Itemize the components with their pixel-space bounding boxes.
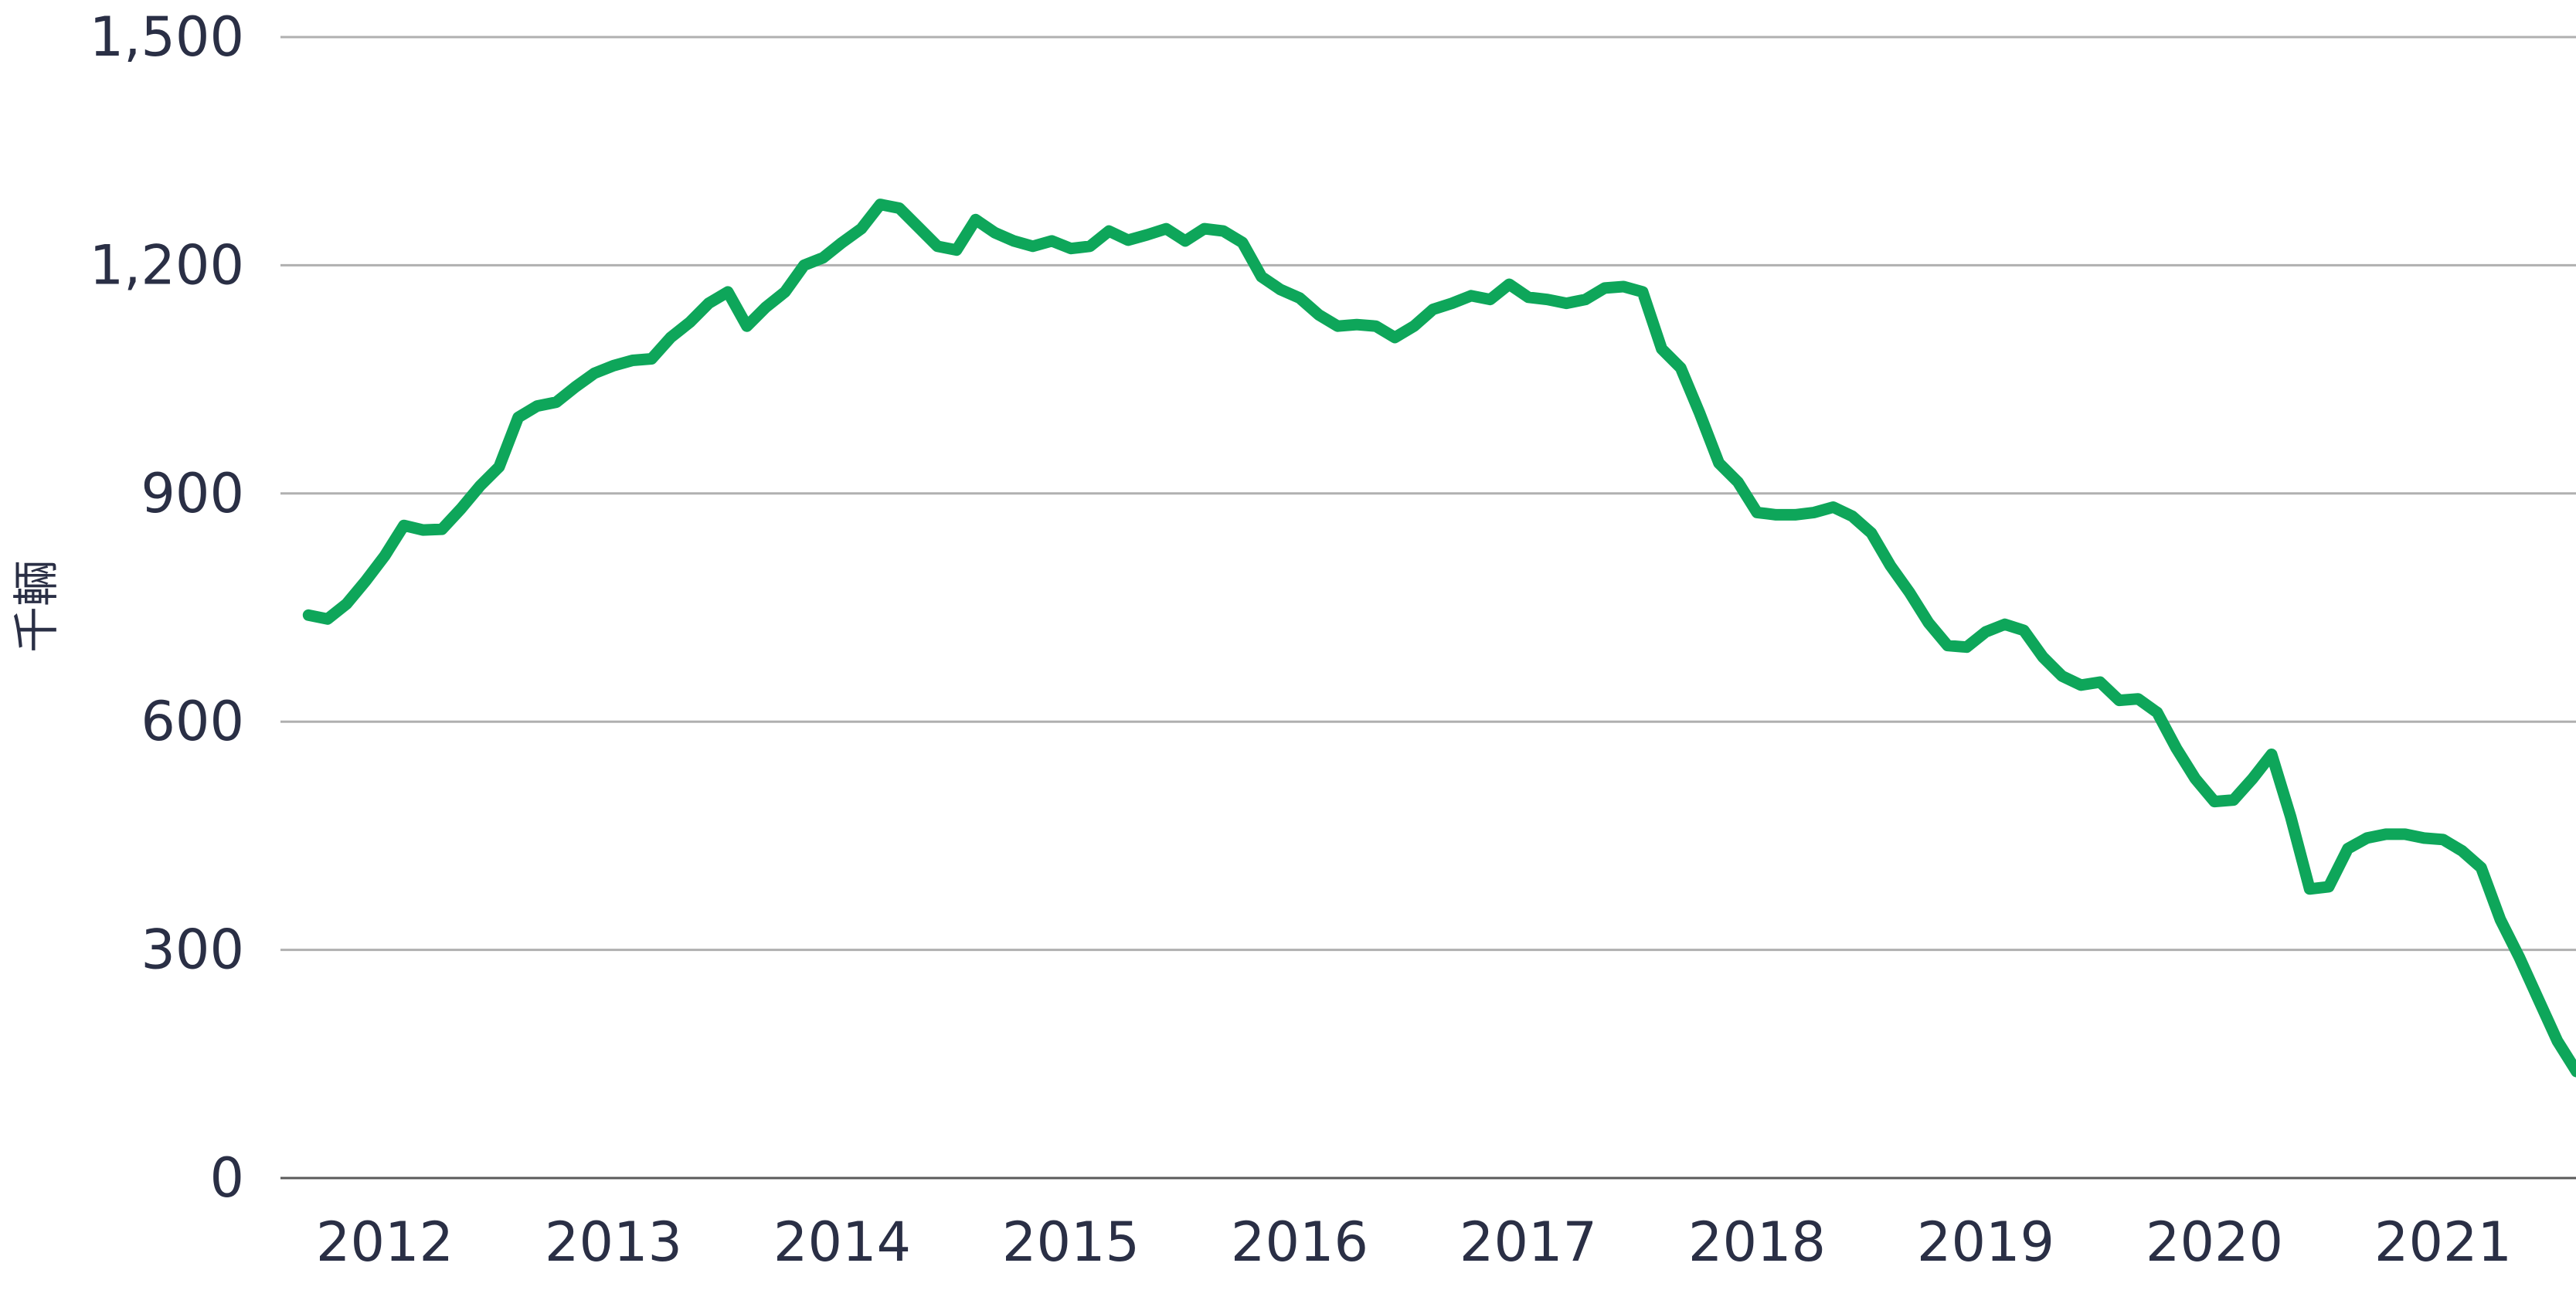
series-layer: [302, 199, 2576, 1078]
x-tick-label: 2021: [2374, 1210, 2512, 1274]
x-tick-label: 2020: [2146, 1210, 2283, 1274]
y-axis-label: 千輛: [10, 560, 64, 653]
y-tick-label: 1,500: [90, 5, 244, 69]
y-axis-ticks: 0 300 600 900 1,200 1,500: [90, 5, 244, 1210]
y-tick-label: 0: [209, 1146, 244, 1210]
y-tick-label: 600: [141, 690, 244, 753]
x-tick-label: 2019: [1917, 1210, 2054, 1274]
x-axis-ticks: 2012 2013 2014 2015 2016 2017 2018 2019 2020 2021: [316, 1210, 2512, 1274]
x-tick-label: 2013: [545, 1210, 682, 1274]
x-tick-label: 2015: [1002, 1210, 1140, 1274]
x-tick-label: 2017: [1460, 1210, 1597, 1274]
y-tick-label: 900: [141, 462, 244, 525]
x-tick-label: 2018: [1688, 1210, 1826, 1274]
x-tick-label: 2012: [316, 1210, 454, 1274]
y-tick-label: 300: [141, 918, 244, 982]
x-tick-label: 2014: [773, 1210, 911, 1274]
series-line: [302, 199, 2576, 1078]
gridlines: [280, 36, 2576, 1180]
y-tick-label: 1,200: [90, 233, 244, 297]
x-tick-label: 2016: [1231, 1210, 1368, 1274]
